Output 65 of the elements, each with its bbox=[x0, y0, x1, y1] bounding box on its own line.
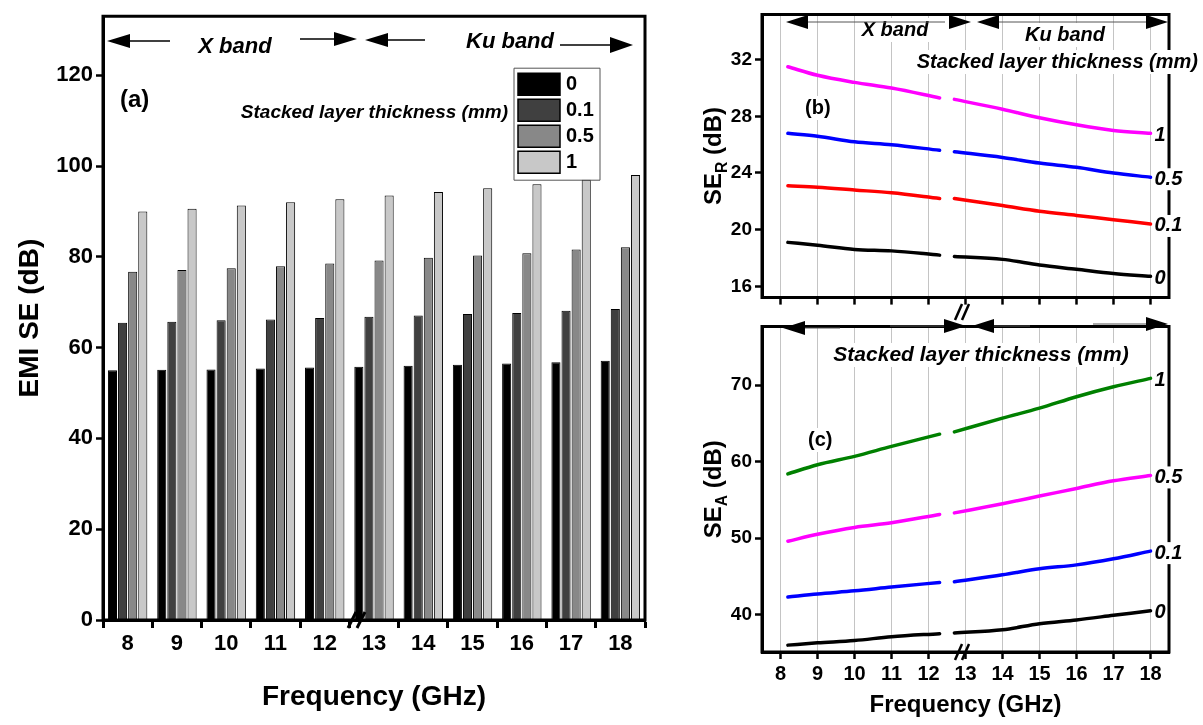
y-tick-label: 70 bbox=[730, 373, 752, 395]
x-tick-label: 12 bbox=[312, 630, 337, 656]
series-label: 0.5 bbox=[1154, 464, 1184, 487]
y-tick-label: 60 bbox=[730, 449, 752, 471]
y-tick-label: 120 bbox=[56, 61, 93, 87]
annotation: (b) bbox=[805, 95, 831, 118]
x-tick-label: 17 bbox=[558, 630, 584, 656]
x-tick-label: 12 bbox=[917, 661, 940, 684]
x-axis-title: Frequency (GHz) bbox=[869, 689, 1062, 717]
series-label: 1 bbox=[1154, 367, 1166, 390]
x-tick-label: 13 bbox=[361, 630, 387, 656]
x-tick-label: 16 bbox=[509, 630, 535, 656]
x-tick-label: 15 bbox=[460, 630, 485, 656]
legend-title: Stacked layer thickness (mm) bbox=[240, 101, 508, 123]
x-tick-label: 11 bbox=[263, 630, 288, 656]
y-tick-label: 50 bbox=[730, 526, 752, 548]
x-tick-label: 8 bbox=[121, 630, 134, 656]
legend-label: 1 bbox=[566, 149, 578, 172]
x-tick-label: 9 bbox=[170, 630, 184, 656]
annotation: Stacked layer thickness (mm) bbox=[833, 341, 1129, 365]
legend-label: 0 bbox=[566, 71, 578, 94]
x-tick-label: 10 bbox=[213, 630, 239, 656]
x-tick-label: 9 bbox=[811, 661, 824, 684]
x-tick-label: 13 bbox=[954, 661, 977, 684]
annotation: (c) bbox=[808, 427, 833, 450]
y-tick-label: 32 bbox=[730, 47, 752, 69]
y-tick-label: 28 bbox=[730, 104, 752, 126]
y-tick-label: 0 bbox=[80, 606, 93, 632]
x-axis-title: Frequency (GHz) bbox=[261, 679, 487, 711]
y-tick-label: 16 bbox=[730, 274, 752, 296]
y-tick-label: 80 bbox=[68, 242, 93, 268]
x-tick-label: 11 bbox=[880, 661, 903, 684]
annotation: X band bbox=[196, 33, 273, 59]
y-tick-label: 100 bbox=[56, 152, 93, 178]
annotation: Stacked layer thickness (mm) bbox=[916, 49, 1199, 72]
y-tick-label: 20 bbox=[68, 515, 93, 541]
y-axis-title: SEA (dB) bbox=[698, 440, 730, 539]
annotation: Ku band bbox=[1025, 22, 1106, 45]
y-tick-label: 24 bbox=[730, 161, 753, 183]
x-tick-label: 14 bbox=[991, 661, 1015, 684]
x-tick-label: 16 bbox=[1065, 661, 1088, 684]
y-axis-title: SER (dB) bbox=[698, 107, 730, 205]
x-tick-label: 14 bbox=[411, 630, 437, 656]
series-label: 0 bbox=[1154, 600, 1166, 623]
x-tick-label: 10 bbox=[843, 661, 866, 684]
series-label: 0.1 bbox=[1154, 540, 1183, 563]
x-tick-label: 17 bbox=[1102, 661, 1125, 684]
x-tick-label: 15 bbox=[1028, 661, 1051, 684]
y-tick-label: 40 bbox=[730, 602, 752, 624]
y-tick-label: 40 bbox=[68, 424, 93, 450]
legend-label: 0.5 bbox=[566, 123, 594, 146]
y-axis-title: EMI SE (dB) bbox=[12, 238, 44, 398]
annotation: X band bbox=[860, 17, 930, 40]
x-tick-label: 18 bbox=[1139, 661, 1162, 684]
y-tick-label: 20 bbox=[730, 217, 752, 239]
x-tick-label: 8 bbox=[774, 661, 787, 684]
annotation: (a) bbox=[120, 84, 150, 112]
series-label: 0.1 bbox=[1154, 213, 1183, 236]
y-tick-label: 60 bbox=[68, 333, 93, 359]
series-label: 0 bbox=[1154, 265, 1166, 288]
series-label: 0.5 bbox=[1154, 166, 1184, 189]
series-label: 1 bbox=[1154, 122, 1166, 145]
legend-label: 0.1 bbox=[566, 97, 594, 120]
x-tick-label: 18 bbox=[608, 630, 633, 656]
annotation: Ku band bbox=[466, 28, 555, 54]
